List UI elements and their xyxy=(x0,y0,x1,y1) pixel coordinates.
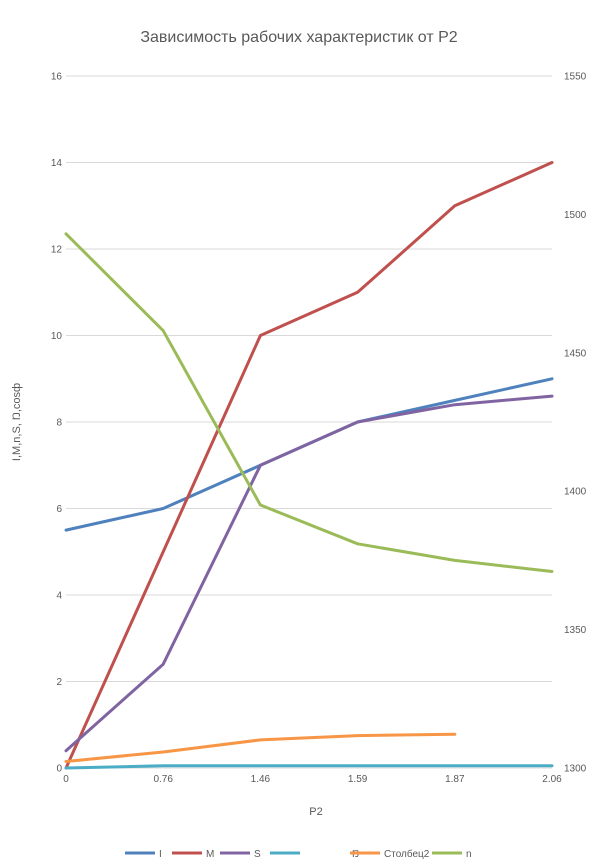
legend-label: M xyxy=(206,849,214,860)
y-tick-label: 6 xyxy=(56,504,62,515)
y-tick-label: 2 xyxy=(56,677,62,688)
series-line-5 xyxy=(64,732,457,763)
legend: IMSŊСтолбец2n xyxy=(125,848,472,860)
x-axis-ticks: 0 0.76 1.46 1.59 1.87 2.06 xyxy=(63,774,562,785)
y-tick-label: 14 xyxy=(51,158,63,169)
x-tick-label: 0.76 xyxy=(153,774,173,785)
y-axis-title: I,M,n,S, Ŋ,cosф xyxy=(11,383,23,461)
series-lines xyxy=(64,161,554,770)
series-line-1 xyxy=(64,161,554,770)
y-tick-label: 8 xyxy=(56,418,62,429)
y-tick-label: 0 xyxy=(56,764,62,775)
x-tick-label: 0 xyxy=(63,774,69,785)
chart-title: Зависимость рабочих характеристик от Р2 xyxy=(140,29,457,46)
series-line-6 xyxy=(64,232,554,573)
legend-label: S xyxy=(254,849,261,860)
right-axis-ticks: 1300 1350 1400 1450 1500 1550 xyxy=(564,72,587,775)
x-tick-label: 1.46 xyxy=(251,774,271,785)
y-tick-label: 4 xyxy=(56,591,62,602)
y2-tick-label: 1500 xyxy=(564,210,587,221)
y2-tick-label: 1350 xyxy=(564,625,587,636)
legend-label: Столбец2 xyxy=(384,848,430,860)
x-tick-label: 1.87 xyxy=(445,774,465,785)
x-tick-label: 1.59 xyxy=(348,774,368,785)
legend-label: n xyxy=(466,849,472,860)
legend-label: I xyxy=(159,849,162,860)
y-tick-label: 10 xyxy=(51,331,63,342)
y2-tick-label: 1400 xyxy=(564,487,587,498)
x-tick-label: 2.06 xyxy=(542,774,562,785)
left-axis-ticks: 0 2 4 6 8 10 12 14 16 xyxy=(51,72,63,775)
series-line-3 xyxy=(64,764,554,770)
y2-tick-label: 1300 xyxy=(564,764,587,775)
y-tick-label: 16 xyxy=(51,72,63,83)
y-tick-label: 12 xyxy=(51,245,63,256)
series-line-2 xyxy=(64,394,554,753)
gridlines xyxy=(66,75,552,769)
y2-tick-label: 1450 xyxy=(564,348,587,359)
y2-tick-label: 1550 xyxy=(564,72,587,83)
x-axis-title: Р2 xyxy=(309,806,322,818)
